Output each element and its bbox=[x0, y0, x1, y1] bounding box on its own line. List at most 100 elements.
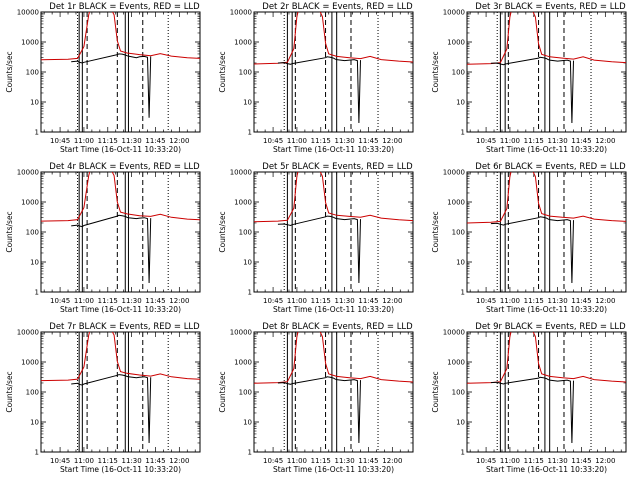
x-axis-label: Start Time (16-Oct-11 10:33:20) bbox=[60, 305, 181, 314]
x-tick-label: 12:00 bbox=[595, 297, 615, 305]
x-tick-label: 11:45 bbox=[145, 297, 165, 305]
x-tick-label: 11:30 bbox=[122, 297, 142, 305]
panel-1: Det 1r BLACK = Events, RED = LLD 1 10 100 10… bbox=[5, 2, 201, 154]
lld-series-line bbox=[41, 172, 200, 222]
panel-title: Det 3r BLACK = Events, RED = LLD bbox=[475, 2, 626, 12]
panel-2: Det 2r BLACK = Events, RED = LLD 1 10 100 10… bbox=[218, 2, 414, 154]
x-tick-label: 11:45 bbox=[145, 137, 165, 145]
x-tick-label: 11:15 bbox=[524, 457, 544, 465]
x-tick-label: 11:15 bbox=[98, 137, 118, 145]
x-tick-label: 10:45 bbox=[476, 297, 496, 305]
panel-title: Det 2r BLACK = Events, RED = LLD bbox=[262, 2, 413, 12]
x-axis-label: Start Time (16-Oct-11 10:33:20) bbox=[273, 465, 394, 474]
y-tick-label: 100 bbox=[239, 229, 252, 237]
y-tick-label: 10000 bbox=[230, 329, 252, 337]
y-tick-label: 1 bbox=[35, 449, 39, 457]
x-tick-label: 12:00 bbox=[169, 137, 189, 145]
y-tick-label: 1000 bbox=[234, 359, 252, 367]
x-axis-label: Start Time (16-Oct-11 10:33:20) bbox=[60, 145, 181, 154]
y-tick-label: 100 bbox=[26, 389, 39, 397]
panel-title: Det 1r BLACK = Events, RED = LLD bbox=[49, 2, 200, 12]
y-tick-label: 1000 bbox=[447, 199, 465, 207]
x-tick-label: 11:15 bbox=[98, 297, 118, 305]
x-axis-label: Start Time (16-Oct-11 10:33:20) bbox=[486, 145, 607, 154]
y-tick-label: 10 bbox=[30, 259, 39, 267]
x-tick-label: 11:00 bbox=[287, 137, 307, 145]
events-series-line bbox=[71, 214, 152, 284]
y-tick-label: 1000 bbox=[234, 39, 252, 47]
y-tick-label: 10000 bbox=[443, 169, 465, 177]
y-tick-label: 100 bbox=[26, 229, 39, 237]
y-tick-label: 100 bbox=[239, 389, 252, 397]
panel-8: Det 8r BLACK = Events, RED = LLD 1 10 100 10… bbox=[218, 322, 414, 474]
y-axis-label: Counts/sec bbox=[5, 51, 14, 92]
y-tick-label: 10000 bbox=[230, 9, 252, 17]
x-tick-label: 12:00 bbox=[382, 137, 402, 145]
y-axis-label: Counts/sec bbox=[218, 211, 227, 252]
x-tick-label: 11:30 bbox=[122, 457, 142, 465]
x-tick-label: 12:00 bbox=[595, 457, 615, 465]
plot-frame bbox=[40, 11, 201, 133]
y-tick-label: 1 bbox=[248, 289, 252, 297]
x-tick-label: 11:15 bbox=[524, 297, 544, 305]
events-series-line bbox=[490, 376, 574, 444]
events-series-line bbox=[490, 56, 574, 124]
x-tick-label: 11:15 bbox=[311, 137, 331, 145]
x-tick-label: 12:00 bbox=[382, 457, 402, 465]
x-axis-label: Start Time (16-Oct-11 10:33:20) bbox=[486, 465, 607, 474]
y-tick-label: 10 bbox=[456, 259, 465, 267]
lld-series-line bbox=[467, 172, 626, 224]
y-tick-label: 100 bbox=[452, 389, 465, 397]
x-tick-label: 11:00 bbox=[500, 297, 520, 305]
panel-title: Det 9r BLACK = Events, RED = LLD bbox=[475, 322, 626, 332]
x-tick-label: 11:15 bbox=[98, 457, 118, 465]
events-series-line bbox=[277, 215, 361, 284]
x-tick-label: 10:45 bbox=[263, 137, 283, 145]
y-tick-label: 10 bbox=[243, 419, 252, 427]
x-tick-label: 11:30 bbox=[548, 457, 568, 465]
x-tick-label: 11:00 bbox=[287, 457, 307, 465]
x-tick-label: 11:45 bbox=[358, 457, 378, 465]
y-tick-label: 10 bbox=[456, 419, 465, 427]
x-tick-label: 11:15 bbox=[311, 297, 331, 305]
x-tick-label: 11:30 bbox=[548, 297, 568, 305]
y-tick-label: 1 bbox=[248, 449, 252, 457]
y-tick-label: 1000 bbox=[21, 199, 39, 207]
x-tick-label: 11:30 bbox=[335, 137, 355, 145]
plot-frame bbox=[466, 11, 627, 133]
x-tick-label: 10:45 bbox=[50, 457, 70, 465]
plot-frame bbox=[466, 331, 627, 453]
x-tick-label: 10:45 bbox=[263, 297, 283, 305]
y-tick-label: 10000 bbox=[443, 9, 465, 17]
x-tick-label: 11:00 bbox=[287, 297, 307, 305]
lld-series-line bbox=[467, 332, 626, 384]
y-tick-label: 10 bbox=[30, 419, 39, 427]
y-tick-label: 1000 bbox=[447, 39, 465, 47]
plot-frame bbox=[40, 331, 201, 453]
x-tick-label: 11:45 bbox=[571, 457, 591, 465]
y-tick-label: 10000 bbox=[17, 169, 39, 177]
lld-series-line bbox=[254, 172, 413, 223]
lld-series-line bbox=[254, 12, 413, 65]
plot-frame bbox=[466, 171, 627, 293]
y-tick-label: 10000 bbox=[443, 329, 465, 337]
x-axis-label: Start Time (16-Oct-11 10:33:20) bbox=[273, 145, 394, 154]
x-tick-label: 11:00 bbox=[74, 457, 94, 465]
y-tick-label: 10000 bbox=[17, 9, 39, 17]
y-axis-label: Counts/sec bbox=[431, 371, 440, 412]
y-tick-label: 10 bbox=[456, 99, 465, 107]
x-tick-label: 11:00 bbox=[74, 137, 94, 145]
x-tick-label: 11:15 bbox=[311, 457, 331, 465]
events-series-line bbox=[277, 56, 361, 124]
y-tick-label: 1 bbox=[35, 289, 39, 297]
x-axis-label: Start Time (16-Oct-11 10:33:20) bbox=[486, 305, 607, 314]
plot-frame bbox=[253, 331, 414, 453]
x-tick-label: 12:00 bbox=[595, 137, 615, 145]
panel-5: Det 5r BLACK = Events, RED = LLD 1 10 100 10… bbox=[218, 162, 414, 314]
x-tick-label: 11:45 bbox=[145, 457, 165, 465]
lld-series-line bbox=[254, 332, 413, 384]
panel-4: Det 4r BLACK = Events, RED = LLD 1 10 100 10… bbox=[5, 162, 201, 314]
y-tick-label: 1000 bbox=[21, 39, 39, 47]
x-tick-label: 11:45 bbox=[571, 137, 591, 145]
